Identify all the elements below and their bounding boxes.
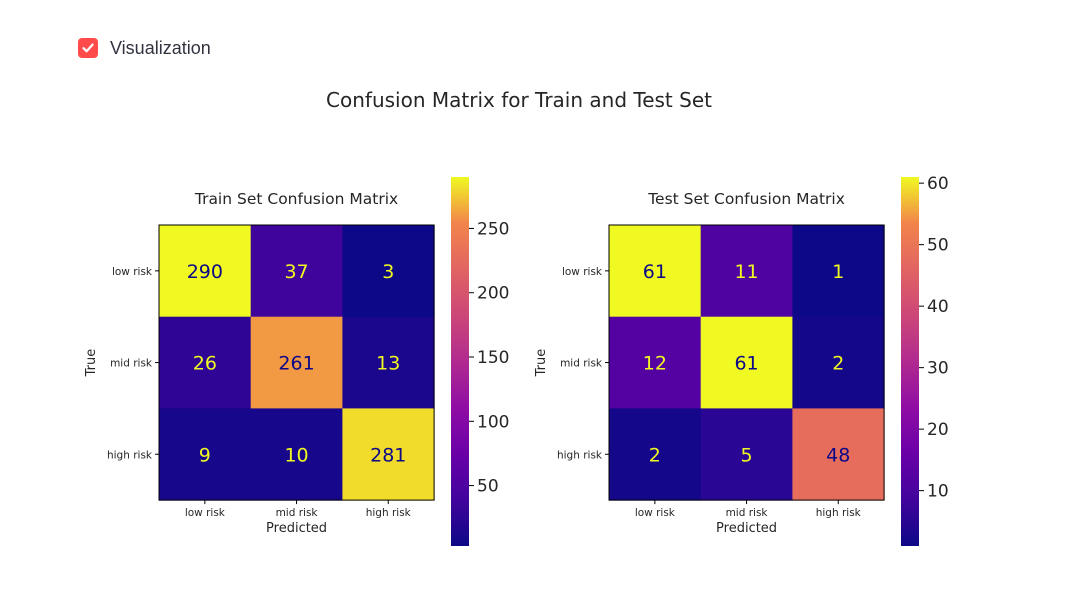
colorbar-tick-label: 100 bbox=[477, 412, 509, 432]
cell-value-label: 9 bbox=[199, 444, 211, 466]
x-tick-label: high risk bbox=[366, 507, 412, 519]
heatmap-cell bbox=[159, 408, 252, 501]
heatmap-cell bbox=[250, 316, 343, 409]
colorbar-tick-label: 250 bbox=[477, 219, 509, 239]
colorbar-tick-label: 40 bbox=[927, 297, 949, 317]
cell-value-label: 3 bbox=[382, 261, 394, 283]
visualization-toggle[interactable]: Visualization bbox=[78, 37, 211, 59]
heatmap-cell bbox=[159, 316, 252, 409]
colorbar-tick-label: 200 bbox=[477, 284, 509, 304]
heatmap-cell bbox=[792, 225, 885, 318]
cell-value-label: 61 bbox=[734, 353, 758, 375]
heatmap-cell bbox=[792, 316, 885, 409]
colorbar-tick-label: 10 bbox=[927, 482, 949, 502]
colorbar bbox=[901, 177, 919, 546]
cell-value-label: 10 bbox=[284, 444, 308, 466]
y-tick-label: high risk bbox=[107, 449, 153, 461]
visualization-checkbox[interactable] bbox=[78, 38, 98, 58]
heatmap-cell bbox=[700, 225, 793, 318]
cell-value-label: 11 bbox=[734, 261, 758, 283]
colorbar-tick-label: 150 bbox=[477, 348, 509, 368]
x-tick-label: low risk bbox=[635, 507, 676, 519]
x-axis-label: Predicted bbox=[716, 521, 777, 536]
heatmap-cell bbox=[609, 316, 702, 409]
cell-value-label: 2 bbox=[832, 353, 844, 375]
heatmap-cell bbox=[250, 408, 343, 501]
cell-value-label: 290 bbox=[187, 261, 223, 283]
chart-title: Train Set Confusion Matrix bbox=[194, 190, 398, 208]
heatmap-cell bbox=[609, 408, 702, 501]
cell-value-label: 5 bbox=[741, 444, 753, 466]
cell-value-label: 37 bbox=[284, 261, 308, 283]
cell-value-label: 48 bbox=[826, 444, 850, 466]
y-tick-label: mid risk bbox=[560, 358, 603, 370]
cell-value-label: 13 bbox=[376, 353, 400, 375]
colorbar-tick-label: 50 bbox=[927, 236, 949, 256]
figure-suptitle: Confusion Matrix for Train and Test Set bbox=[326, 88, 712, 112]
heatmap-cell bbox=[159, 225, 252, 318]
cell-value-label: 1 bbox=[832, 261, 844, 283]
x-tick-label: high risk bbox=[816, 507, 862, 519]
heatmap-cell bbox=[250, 225, 343, 318]
cell-value-label: 61 bbox=[643, 261, 667, 283]
colorbar-tick-label: 50 bbox=[477, 477, 499, 497]
heatmap-cell bbox=[700, 408, 793, 501]
y-tick-label: mid risk bbox=[110, 358, 153, 370]
colorbar-tick-label: 20 bbox=[927, 420, 949, 440]
colorbar-tick-label: 30 bbox=[927, 359, 949, 379]
cell-value-label: 12 bbox=[643, 353, 667, 375]
cell-value-label: 281 bbox=[370, 444, 406, 466]
heatmap-cell bbox=[700, 316, 793, 409]
x-tick-label: low risk bbox=[185, 507, 226, 519]
y-tick-label: low risk bbox=[562, 266, 603, 278]
y-tick-label: high risk bbox=[557, 449, 603, 461]
cell-value-label: 2 bbox=[649, 444, 661, 466]
colorbar bbox=[451, 177, 469, 546]
x-tick-label: mid risk bbox=[276, 507, 319, 519]
cell-value-label: 261 bbox=[278, 353, 314, 375]
heatmap-cell bbox=[342, 316, 435, 409]
x-axis-label: Predicted bbox=[266, 521, 327, 536]
heatmap-cell bbox=[342, 225, 435, 318]
chart-title: Test Set Confusion Matrix bbox=[647, 190, 845, 208]
heatmap-cell bbox=[609, 225, 702, 318]
cell-value-label: 26 bbox=[193, 353, 217, 375]
y-axis-label: True bbox=[534, 349, 549, 378]
confusion-matrix-train: Train Set Confusion Matrix 290 37 3 26 261 13 9… bbox=[84, 177, 509, 546]
y-axis-label: True bbox=[84, 349, 99, 378]
heatmap-cell bbox=[792, 408, 885, 501]
heatmap-cell bbox=[342, 408, 435, 501]
x-tick-label: mid risk bbox=[726, 507, 769, 519]
y-tick-label: low risk bbox=[112, 266, 153, 278]
visualization-label: Visualization bbox=[110, 38, 211, 58]
colorbar-tick-label: 60 bbox=[927, 174, 949, 194]
check-icon bbox=[82, 43, 94, 53]
